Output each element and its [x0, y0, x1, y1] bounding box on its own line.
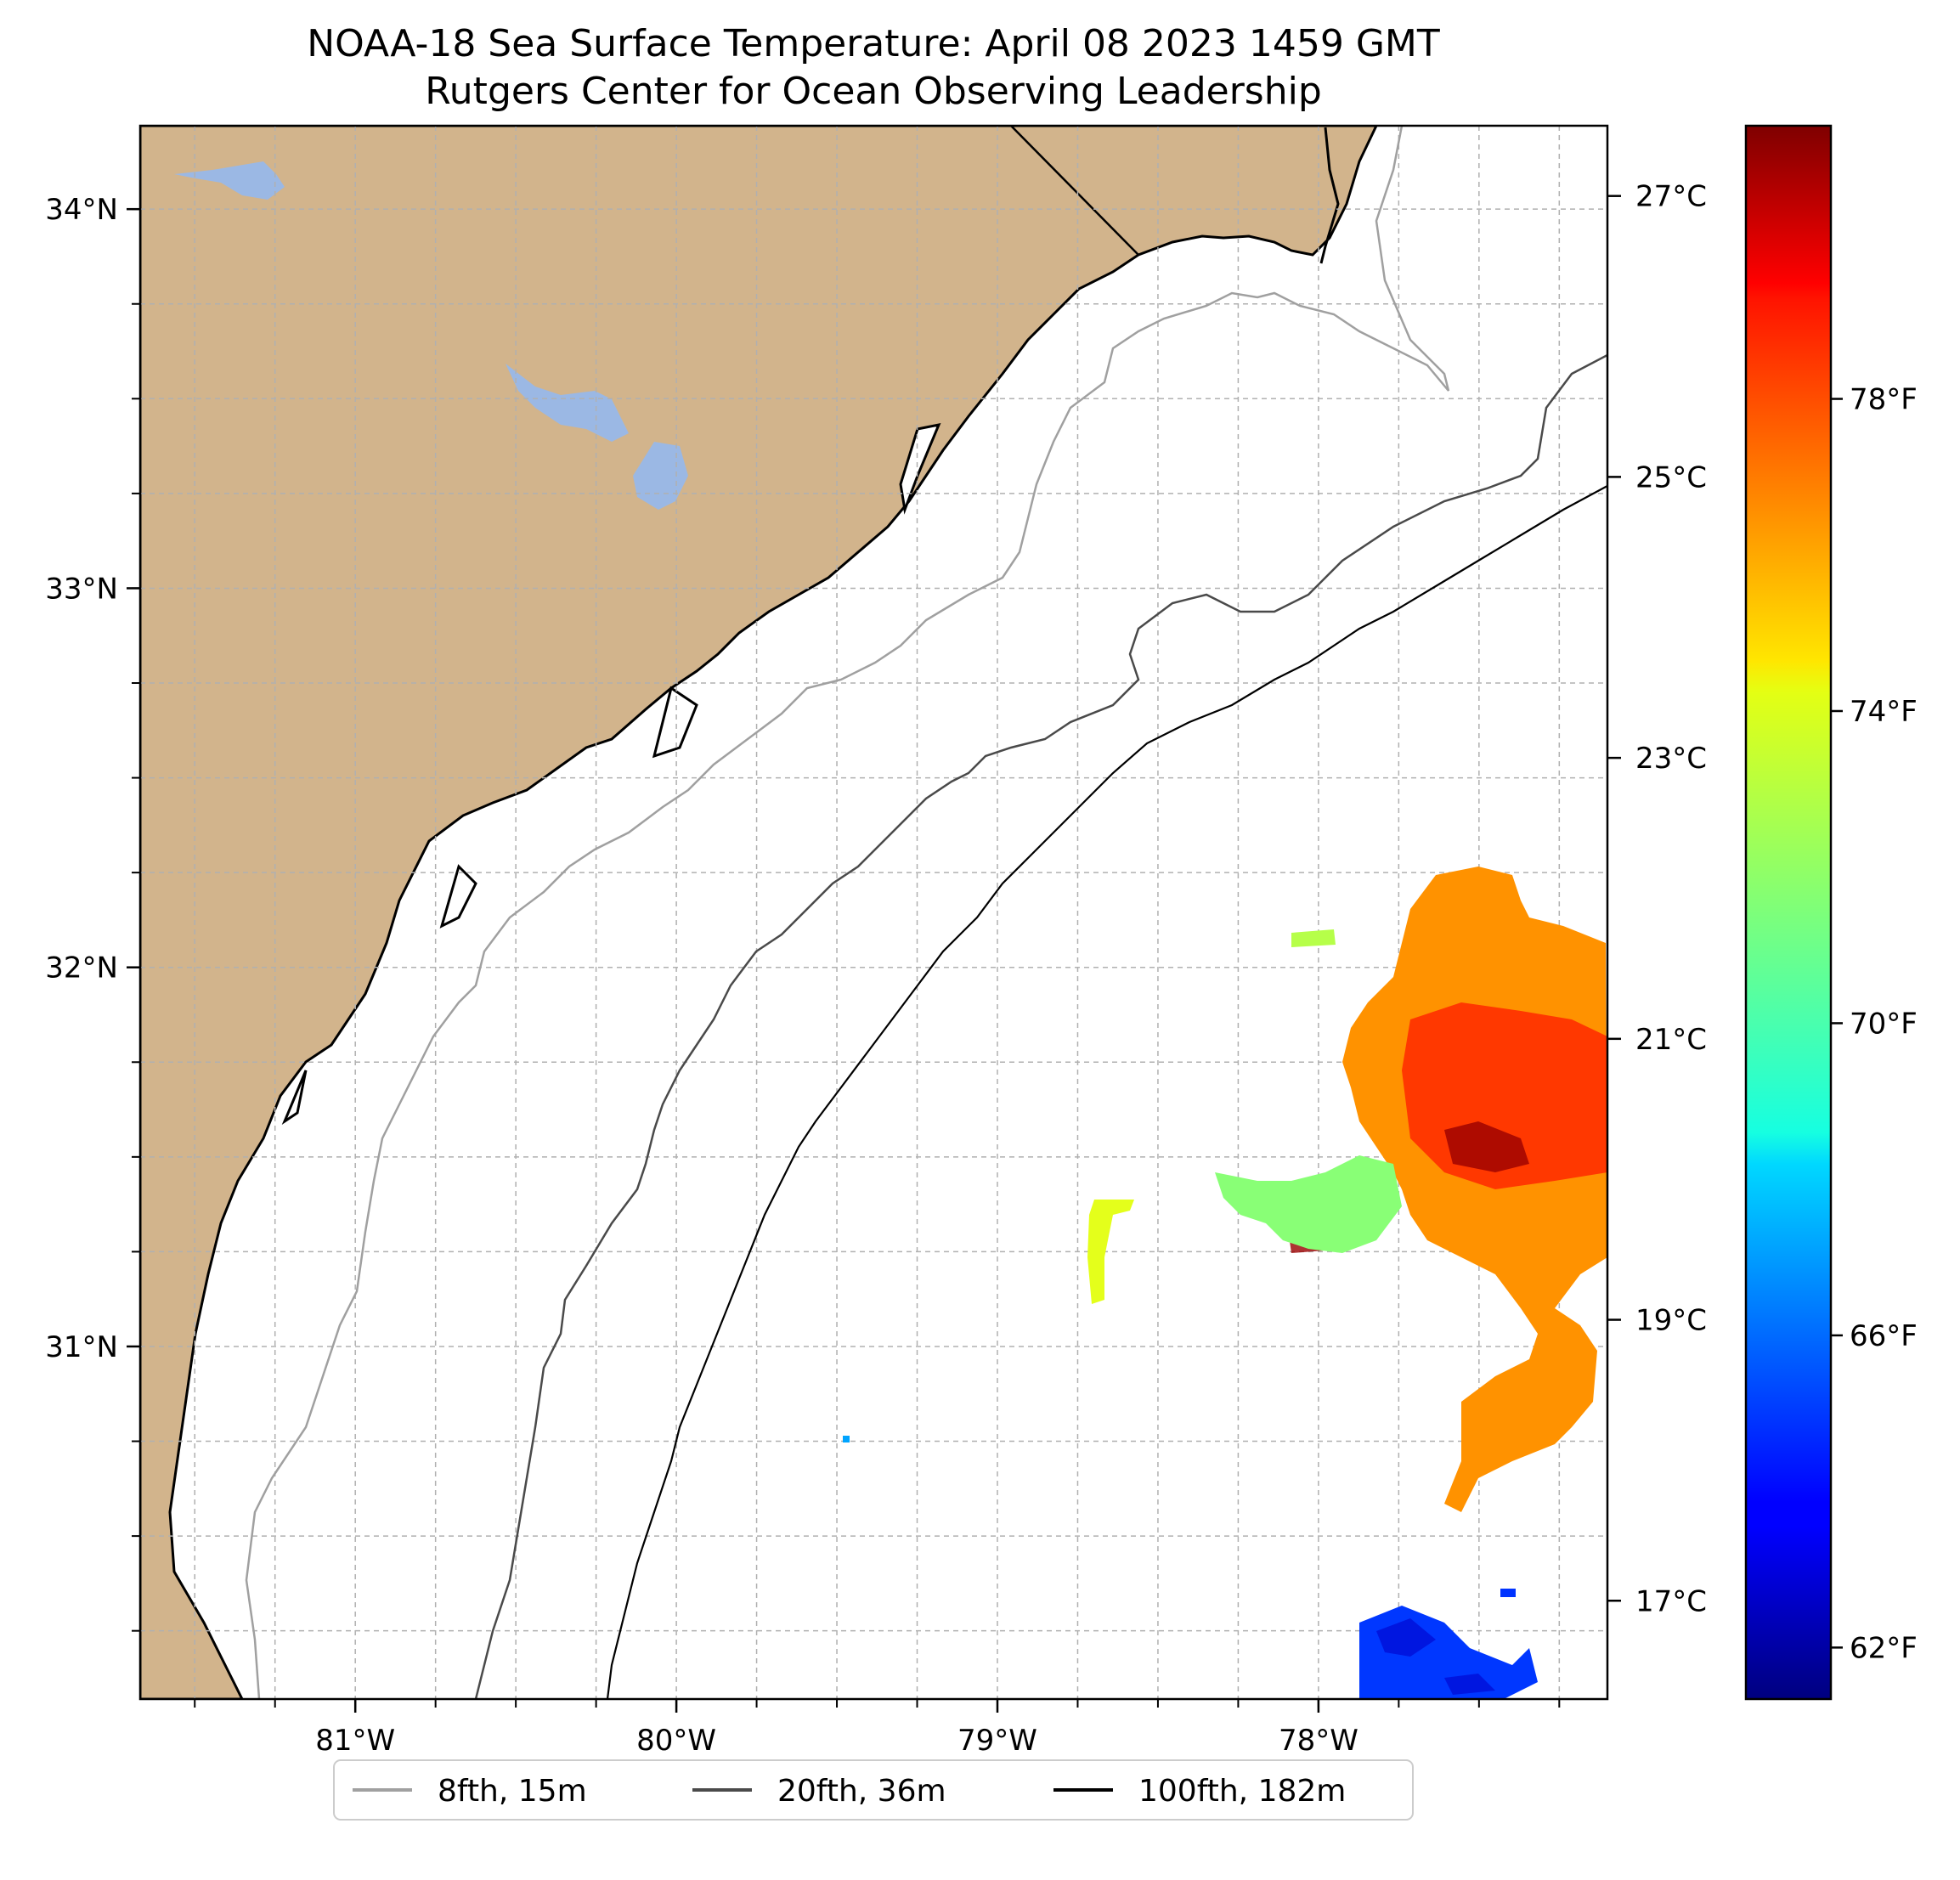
- sst-data: [843, 867, 1607, 1699]
- celsius-tick-label: 23°C: [1635, 742, 1707, 776]
- isobath-8fth: [245, 126, 1450, 1699]
- fahrenheit-tick-label: 70°F: [1850, 1007, 1918, 1041]
- river-right: [1319, 127, 1340, 264]
- map-frame: [138, 124, 1609, 1701]
- sst-patch-tiny-north: [1291, 929, 1336, 947]
- isobath-20fth: [474, 353, 1607, 1699]
- lake-north: [174, 161, 285, 200]
- sst-patch-west-fringe: [1215, 1155, 1402, 1253]
- isobath-legend: 8fth, 15m 20fth, 36m 100fth, 182m: [333, 1759, 1414, 1821]
- lake-moultrie: [633, 442, 688, 510]
- lat-tick-label: 32°N: [45, 951, 118, 985]
- sst-patch-small-west: [1087, 1200, 1134, 1304]
- colorbar: 27°C 25°C 23°C 21°C 19°C 17°C 78°F 74°F 70°F 66°…: [1607, 124, 1918, 1701]
- fahrenheit-tick-label: 74°F: [1850, 695, 1918, 729]
- state-border: [1010, 126, 1139, 256]
- lake-marion: [506, 364, 629, 442]
- sst-patch-tiny-east: [1500, 1589, 1516, 1597]
- longitude-tick-labels: 81°W 80°W 79°W 78°W: [315, 1699, 1358, 1758]
- sst-patch-main-dark: [1287, 1121, 1529, 1253]
- map-title-line-1: NOAA-18 Sea Surface Temperature: April 0…: [307, 22, 1440, 65]
- sst-patch-cold-core: [1376, 1618, 1495, 1695]
- lat-tick-label: 34°N: [45, 193, 118, 227]
- lat-tick-label: 31°N: [45, 1330, 118, 1364]
- fahrenheit-tick-label: 62°F: [1850, 1631, 1918, 1665]
- legend-box: [333, 1759, 1414, 1821]
- map-title-line-2: Rutgers Center for Ocean Observing Leade…: [425, 70, 1322, 113]
- celsius-tick-label: 21°C: [1635, 1023, 1707, 1057]
- legend-label: 8fth, 15m: [438, 1774, 587, 1809]
- celsius-tick-label: 19°C: [1635, 1304, 1707, 1338]
- legend-label: 20fth, 36m: [777, 1774, 946, 1809]
- sst-patch-tiny-south: [843, 1436, 850, 1442]
- celsius-tick-label: 17°C: [1635, 1584, 1707, 1618]
- lat-tick-label: 33°N: [45, 572, 118, 606]
- fahrenheit-tick-label: 66°F: [1850, 1319, 1918, 1353]
- colorbar-gradient: [1744, 124, 1833, 1701]
- lon-tick-label: 79°W: [957, 1724, 1037, 1758]
- celsius-tick-label: 25°C: [1635, 460, 1707, 494]
- lon-tick-label: 81°W: [315, 1724, 395, 1758]
- fahrenheit-tick-label: 78°F: [1850, 383, 1918, 417]
- fahrenheit-ticks: 78°F 74°F 70°F 66°F 62°F: [1831, 383, 1918, 1665]
- isobaths: [245, 126, 1607, 1699]
- latitude-tick-labels: 34°N 33°N 32°N 31°N: [45, 193, 140, 1364]
- celsius-ticks: 27°C 25°C 23°C 21°C 19°C 17°C: [1607, 180, 1707, 1618]
- legend-label: 100fth, 182m: [1138, 1774, 1346, 1809]
- lon-tick-label: 80°W: [636, 1724, 716, 1758]
- coast-inlets: [281, 422, 941, 1125]
- isobath-100fth: [606, 485, 1607, 1699]
- land-mass: [140, 126, 1378, 1699]
- lon-tick-label: 78°W: [1279, 1724, 1358, 1758]
- map-panel: 34°N 33°N 32°N 31°N 81°W 80°W 79°W 78°W: [45, 124, 1609, 1758]
- graticule: [140, 126, 1607, 1699]
- celsius-tick-label: 27°C: [1635, 180, 1707, 214]
